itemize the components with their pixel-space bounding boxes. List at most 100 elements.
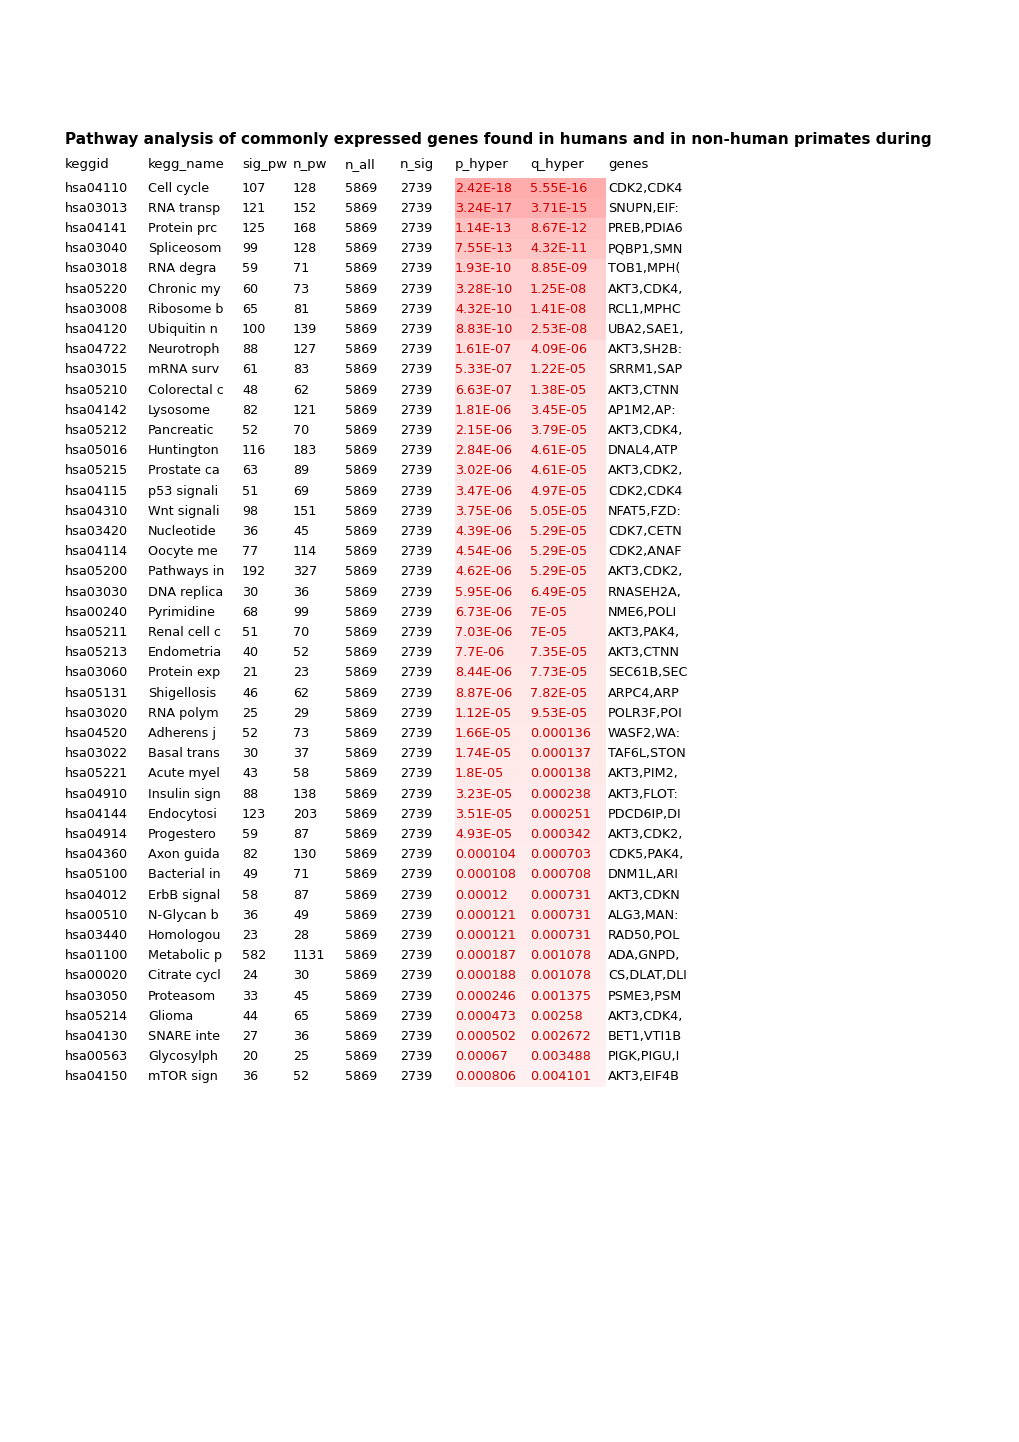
Text: hsa03050: hsa03050 (65, 989, 128, 1002)
Text: 2739: 2739 (399, 283, 432, 296)
Text: 5.95E-06: 5.95E-06 (454, 585, 512, 598)
Text: 2739: 2739 (399, 626, 432, 639)
Text: 3.51E-05: 3.51E-05 (454, 808, 512, 820)
Text: Axon guida: Axon guida (148, 848, 219, 861)
Text: 45: 45 (292, 989, 309, 1002)
Text: genes: genes (607, 159, 648, 172)
Text: 100: 100 (242, 323, 266, 336)
Text: 52: 52 (292, 646, 309, 659)
Text: 128: 128 (292, 182, 317, 195)
Text: PREB,PDIA6: PREB,PDIA6 (607, 222, 683, 235)
Text: 21: 21 (242, 666, 258, 679)
Text: SNARE inte: SNARE inte (148, 1030, 220, 1043)
Text: 5869: 5869 (344, 686, 377, 699)
Text: hsa04114: hsa04114 (65, 545, 128, 558)
Text: 5869: 5869 (344, 303, 377, 316)
Text: 0.001375: 0.001375 (530, 989, 590, 1002)
Text: 5869: 5869 (344, 666, 377, 679)
Text: 121: 121 (292, 404, 317, 417)
Text: ALG3,MAN:: ALG3,MAN: (607, 908, 679, 921)
Text: SEC61B,SEC: SEC61B,SEC (607, 666, 687, 679)
Text: hsa05016: hsa05016 (65, 444, 128, 457)
Text: 6.73E-06: 6.73E-06 (454, 606, 512, 619)
Text: Pathways in: Pathways in (148, 565, 224, 578)
Text: 2739: 2739 (399, 989, 432, 1002)
Text: 2739: 2739 (399, 1009, 432, 1022)
Text: 5869: 5869 (344, 384, 377, 397)
Text: 5869: 5869 (344, 343, 377, 356)
Text: RNA transp: RNA transp (148, 202, 220, 215)
Text: 0.00258: 0.00258 (530, 1009, 582, 1022)
Text: 0.003488: 0.003488 (530, 1050, 590, 1063)
Text: hsa04115: hsa04115 (65, 485, 128, 497)
Text: BET1,VTI1B: BET1,VTI1B (607, 1030, 682, 1043)
Text: 2739: 2739 (399, 868, 432, 881)
Text: 46: 46 (242, 686, 258, 699)
Text: 0.000251: 0.000251 (530, 808, 590, 820)
Text: 8.44E-06: 8.44E-06 (454, 666, 512, 679)
Text: 77: 77 (242, 545, 258, 558)
Text: Colorectal c: Colorectal c (148, 384, 223, 397)
Text: 58: 58 (242, 888, 258, 901)
Text: 1.61E-07: 1.61E-07 (454, 343, 512, 356)
Text: AKT3,CDK2,: AKT3,CDK2, (607, 565, 683, 578)
Text: RCL1,MPHC: RCL1,MPHC (607, 303, 682, 316)
Text: 0.000731: 0.000731 (530, 929, 590, 942)
Text: 0.000502: 0.000502 (454, 1030, 516, 1043)
Text: sig_pw: sig_pw (242, 159, 286, 172)
Text: 70: 70 (292, 626, 309, 639)
Text: 2739: 2739 (399, 808, 432, 820)
Text: Citrate cycl: Citrate cycl (148, 969, 220, 982)
Text: CDK2,CDK4: CDK2,CDK4 (607, 182, 682, 195)
Text: PQBP1,SMN: PQBP1,SMN (607, 242, 683, 255)
Text: 5.33E-07: 5.33E-07 (454, 363, 512, 376)
Text: 5869: 5869 (344, 424, 377, 437)
Text: hsa05215: hsa05215 (65, 464, 128, 477)
Text: 3.23E-05: 3.23E-05 (454, 787, 512, 800)
Text: POLR3F,POI: POLR3F,POI (607, 707, 682, 720)
Text: 2739: 2739 (399, 343, 432, 356)
Text: 0.00067: 0.00067 (454, 1050, 507, 1063)
Text: AKT3,CTNN: AKT3,CTNN (607, 646, 680, 659)
Text: hsa03020: hsa03020 (65, 707, 128, 720)
Text: 203: 203 (292, 808, 317, 820)
Text: 2739: 2739 (399, 1050, 432, 1063)
Text: Prostate ca: Prostate ca (148, 464, 219, 477)
Text: 40: 40 (242, 646, 258, 659)
Text: n_sig: n_sig (399, 159, 434, 172)
Text: 5869: 5869 (344, 767, 377, 780)
Text: 2739: 2739 (399, 949, 432, 962)
Text: 82: 82 (242, 848, 258, 861)
Text: 5869: 5869 (344, 262, 377, 275)
Text: CDK2,CDK4: CDK2,CDK4 (607, 485, 682, 497)
Text: 37: 37 (292, 747, 309, 760)
Text: CDK7,CETN: CDK7,CETN (607, 525, 681, 538)
Text: 6.63E-07: 6.63E-07 (454, 384, 512, 397)
Text: 71: 71 (292, 868, 309, 881)
Text: 51: 51 (242, 485, 258, 497)
Text: 59: 59 (242, 262, 258, 275)
Text: 1.22E-05: 1.22E-05 (530, 363, 587, 376)
Text: keggid: keggid (65, 159, 110, 172)
Text: 3.28E-10: 3.28E-10 (454, 283, 512, 296)
Text: 2739: 2739 (399, 525, 432, 538)
Text: 3.71E-15: 3.71E-15 (530, 202, 587, 215)
Text: 2739: 2739 (399, 1070, 432, 1083)
Text: Acute myel: Acute myel (148, 767, 220, 780)
Text: 98: 98 (242, 505, 258, 518)
Text: hsa05211: hsa05211 (65, 626, 128, 639)
Text: 139: 139 (292, 323, 317, 336)
Text: 2.42E-18: 2.42E-18 (454, 182, 512, 195)
Text: 4.61E-05: 4.61E-05 (530, 444, 587, 457)
Text: 23: 23 (242, 929, 258, 942)
Text: 5869: 5869 (344, 485, 377, 497)
Text: 2739: 2739 (399, 767, 432, 780)
Text: 70: 70 (292, 424, 309, 437)
Text: hsa04914: hsa04914 (65, 828, 127, 841)
Text: Glioma: Glioma (148, 1009, 193, 1022)
Text: Homologou: Homologou (148, 929, 221, 942)
Text: 4.62E-06: 4.62E-06 (454, 565, 512, 578)
Text: 8.85E-09: 8.85E-09 (530, 262, 587, 275)
Text: 33: 33 (242, 989, 258, 1002)
Text: 2739: 2739 (399, 848, 432, 861)
